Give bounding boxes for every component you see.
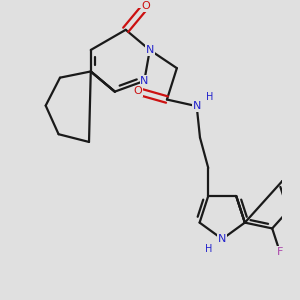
Text: H: H: [205, 244, 212, 254]
Text: N: N: [218, 234, 226, 244]
Text: O: O: [134, 86, 142, 96]
Text: N: N: [140, 76, 148, 86]
Text: O: O: [141, 1, 150, 11]
Text: F: F: [277, 247, 283, 257]
Text: N: N: [193, 101, 201, 111]
Text: N: N: [146, 45, 154, 55]
Text: H: H: [206, 92, 213, 102]
